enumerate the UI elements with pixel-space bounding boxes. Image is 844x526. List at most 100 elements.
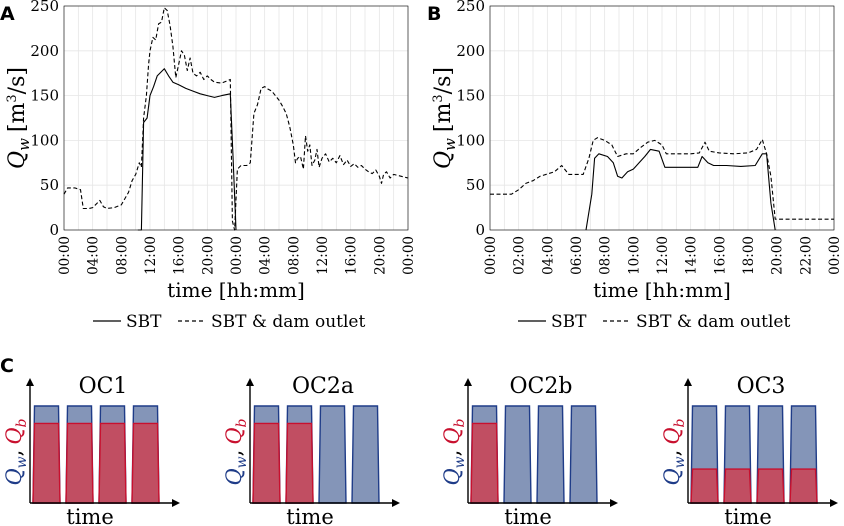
panel-a-xtick-label: 08:00 xyxy=(286,236,302,275)
red-pulse xyxy=(32,422,61,504)
panel-b-xtick-label: 16:00 xyxy=(712,236,728,275)
scheme-ylabel-part: w xyxy=(672,456,688,468)
scheme-ylabel: Qw, Qb xyxy=(660,418,688,485)
panel-a-ytick-label: 100 xyxy=(30,131,59,149)
panel-b-xtick-label: 18:00 xyxy=(741,236,757,275)
scheme-x-arrow xyxy=(830,499,838,507)
panel-b-legend-dashed-label: SBT & dam outlet xyxy=(636,312,790,332)
panel-b-ytick-label: 250 xyxy=(456,0,485,15)
panel-b-line-sbt xyxy=(585,148,776,231)
panel-a-xtick-label: 12:00 xyxy=(143,236,159,275)
scheme-x-arrow xyxy=(392,499,400,507)
panel-a-legend-dashed-label: SBT & dam outlet xyxy=(211,312,365,332)
panel-b-legend-solid-label: SBT xyxy=(551,312,587,332)
panel-a-ylabel-subscript: w xyxy=(15,138,33,151)
panel-b-ylabel-subscript: w xyxy=(441,138,459,151)
scheme-y-arrow xyxy=(26,378,34,386)
scheme-oc2a: OC2a time Qw, Qb xyxy=(222,374,400,526)
scheme-ylabel: Qw, Qb xyxy=(440,418,468,485)
panel-a-xtick-label: 00:00 xyxy=(57,236,73,275)
red-pulse xyxy=(690,468,719,504)
scheme-y-arrow xyxy=(684,378,692,386)
panel-a-xlabel: time [hh:mm] xyxy=(167,278,305,302)
scheme-ylabel-part: b xyxy=(234,418,250,427)
scheme-xlabel: time xyxy=(286,505,334,526)
scheme-ylabel-part: Q xyxy=(2,427,26,444)
panel-a-series xyxy=(63,7,409,231)
blue-pulse xyxy=(536,405,565,504)
scheme-ylabel-part: , xyxy=(222,450,246,457)
panel-b-ytick-label: 100 xyxy=(456,131,485,149)
scheme-ylabel-part: , xyxy=(660,450,684,457)
scheme-ylabel-part: b xyxy=(14,418,30,427)
panel-b-xtick-label: 22:00 xyxy=(798,236,814,275)
scheme-oc1: OC1 time Qw, Qb xyxy=(2,374,180,526)
scheme-oc3: OC3 time Qw, Qb xyxy=(660,374,838,526)
panel-a: A 0 50 100 150 200 250 00:00 04:00 08:00 12:00 16… xyxy=(0,0,417,332)
panel-b-xticks: 00:00 02:00 04:00 06:00 08:00 10:00 12:00 14:00… xyxy=(483,236,843,275)
panel-b-yticks: 0 50 100 150 200 250 xyxy=(456,0,485,239)
panel-a-ytick-label: 150 xyxy=(30,87,59,105)
panel-a-xtick-label: 08:00 xyxy=(114,236,130,275)
scheme-ylabel-part: Q xyxy=(222,427,246,444)
panel-a-grid xyxy=(63,5,409,231)
panel-b-ylabel-unit: [m xyxy=(431,102,456,132)
panel-a-xtick-label: 16:00 xyxy=(172,236,188,275)
panel-b-xtick-label: 14:00 xyxy=(684,236,700,275)
panel-b-xtick-label: 04:00 xyxy=(540,236,556,275)
scheme-ylabel-part: b xyxy=(452,418,468,427)
panel-a-ylabel: Qw [m3/s] xyxy=(5,67,33,169)
panel-b-series xyxy=(490,137,834,231)
panel-b-ytick-label: 200 xyxy=(456,42,485,60)
panel-a-xtick-label: 12:00 xyxy=(315,236,331,275)
panel-b-ytick-label: 150 xyxy=(456,87,485,105)
scheme-x-arrow xyxy=(610,499,618,507)
red-pulse xyxy=(65,422,94,504)
panel-a-letter: A xyxy=(0,3,15,25)
scheme-xlabel: time xyxy=(724,505,772,526)
panel-b-ylabel-symbol: Q xyxy=(431,151,456,169)
red-pulse xyxy=(131,422,160,504)
panel-a-ylabel-unit-end: /s] xyxy=(5,67,30,94)
scheme-title: OC1 xyxy=(79,374,128,399)
red-pulse xyxy=(470,422,499,504)
panel-a-xtick-label: 20:00 xyxy=(200,236,216,275)
panel-b-xtick-label: 00:00 xyxy=(483,236,499,275)
red-pulse xyxy=(789,468,818,504)
panel-a-ytick-label: 250 xyxy=(30,0,59,15)
scheme-title: OC3 xyxy=(737,374,786,399)
panel-a-xtick-label: 04:00 xyxy=(258,236,274,275)
scheme-ylabel-part: Q xyxy=(660,427,684,444)
panel-a-legend-solid-label: SBT xyxy=(126,312,162,332)
panel-b-ytick-label: 50 xyxy=(466,176,485,194)
panel-b-ylabel-unit-end: /s] xyxy=(431,67,456,94)
blue-pulse xyxy=(351,405,380,504)
blue-pulse xyxy=(503,405,532,504)
panel-b-line-sbt-dam-outlet xyxy=(490,137,834,220)
panel-c-schemes: OC1timeQw,QbOC2atimeQw,QbOC2btimeQw,QbOC… xyxy=(2,374,838,526)
panel-a-line-sbt xyxy=(137,68,237,231)
panel-b-xtick-label: 02:00 xyxy=(512,236,528,275)
red-pulse xyxy=(98,422,127,504)
blue-pulse xyxy=(318,405,347,504)
panel-c: C OC1 time Qw, Qb OC2a time Qw, Qb OC2b time Qw, Qb… xyxy=(0,355,838,526)
scheme-ylabel-part: Q xyxy=(440,468,464,485)
panel-b-ylabel: Qw [m3/s] xyxy=(431,67,459,169)
panel-b-ylabel-exponent: 3 xyxy=(431,94,446,102)
scheme-xlabel: time xyxy=(504,505,552,526)
panel-a-xtick-label: 00:00 xyxy=(229,236,245,275)
panel-a-ylabel-symbol: Q xyxy=(5,151,30,169)
red-pulse xyxy=(723,468,752,504)
panel-a-xtick-label: 20:00 xyxy=(372,236,388,275)
scheme-ylabel-part: Q xyxy=(222,468,246,485)
scheme-title: OC2a xyxy=(292,374,354,399)
panel-b-xtick-label: 06:00 xyxy=(569,236,585,275)
panel-b-xlabel: time [hh:mm] xyxy=(593,278,731,302)
panel-a-xtick-label: 04:00 xyxy=(86,236,102,275)
scheme-oc2b: OC2b time Qw, Qb xyxy=(440,374,618,526)
panel-a-ytick-label: 0 xyxy=(49,221,59,239)
panel-b: B 0 50 100 150 200 250 00:00 02:00 04:00 06:00 08… xyxy=(427,0,843,332)
panel-c-letter: C xyxy=(0,355,14,377)
panel-b-letter: B xyxy=(427,3,441,25)
